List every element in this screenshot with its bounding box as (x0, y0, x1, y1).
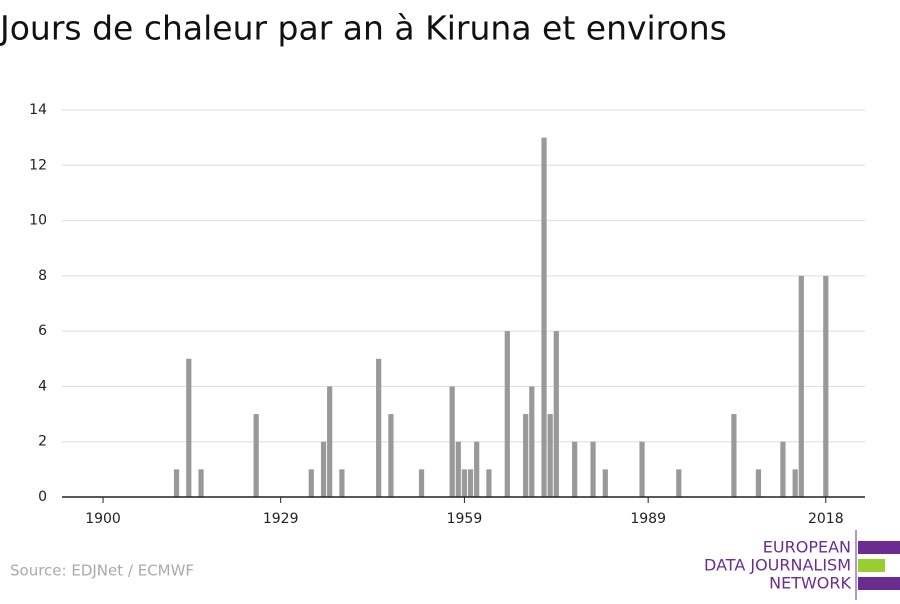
bar (590, 441, 596, 497)
bar (676, 469, 682, 497)
bar (388, 414, 394, 497)
logo-bar (858, 559, 885, 572)
x-tick-label: 1900 (85, 511, 121, 527)
bar (547, 414, 553, 497)
y-tick-label: 2 (38, 434, 47, 450)
y-tick-label: 12 (29, 157, 47, 173)
bar (602, 469, 608, 497)
bar (376, 358, 382, 497)
logo-bar (858, 541, 900, 554)
y-tick-label: 10 (29, 213, 47, 229)
bar (486, 469, 492, 497)
bar (504, 331, 510, 497)
bar (731, 414, 737, 497)
bar (553, 331, 559, 497)
bar (253, 414, 259, 497)
logo-bar (858, 577, 900, 590)
bar (639, 441, 645, 497)
bar (572, 441, 578, 497)
logo-text: EUROPEAN (763, 538, 851, 557)
bar (320, 441, 327, 497)
bar (780, 441, 786, 497)
x-tick-label: 1989 (630, 511, 666, 527)
bar (541, 137, 547, 497)
bar (339, 469, 345, 497)
chart-title: Jours de chaleur par an à Kiruna et envi… (0, 9, 727, 48)
bar (418, 469, 425, 497)
y-tick-label: 6 (38, 323, 47, 339)
y-tick-label: 14 (29, 102, 47, 118)
bar (173, 469, 180, 497)
bar (798, 275, 804, 497)
x-tick-label: 2018 (808, 511, 844, 527)
bar (823, 275, 829, 497)
bar (523, 414, 529, 497)
bar (755, 469, 762, 497)
bar (449, 386, 455, 497)
y-tick-label: 0 (38, 489, 47, 505)
bar (327, 386, 333, 497)
bar (308, 469, 314, 497)
x-tick-label: 1929 (263, 511, 299, 527)
logo-text: DATA JOURNALISM (704, 556, 851, 575)
bar (529, 386, 535, 497)
source: Source: EDJNet / ECMWF (10, 562, 194, 580)
bar (461, 469, 468, 497)
bar (474, 441, 480, 497)
y-tick-label: 8 (38, 268, 47, 284)
bar (455, 441, 461, 497)
bar (186, 358, 192, 497)
logo-text: NETWORK (769, 574, 851, 593)
bar (198, 469, 204, 497)
bar (792, 469, 798, 497)
y-tick-label: 4 (38, 378, 47, 394)
bar (467, 469, 474, 497)
x-tick-label: 1959 (447, 511, 483, 527)
